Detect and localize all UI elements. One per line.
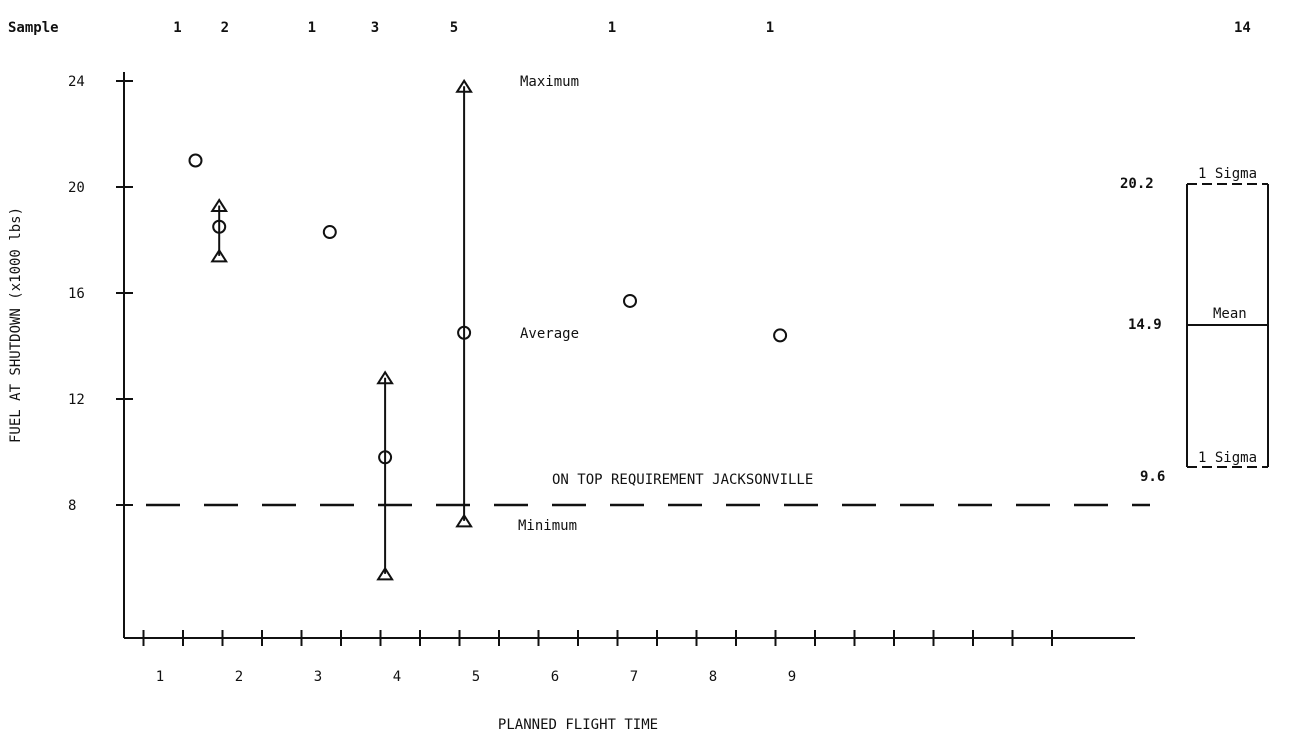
y-axis-title: FUEL AT SHUTDOWN (x1000 lbs) [8,207,24,443]
x-axis-title: PLANNED FLIGHT TIME [498,717,658,733]
y-tick-label: 8 [68,498,76,514]
x-tick-label: 5 [472,669,480,685]
x-tick-label: 6 [551,669,559,685]
y-tick-label: 20 [68,180,85,196]
sigma-lower-label: 1 Sigma [1198,450,1257,466]
annotation-minimum: Minimum [518,518,577,534]
sigma-lower-value: 9.6 [1140,469,1165,485]
sample-count: 1 [173,20,181,36]
sample-count: 5 [450,20,458,36]
sample-count: 1 [766,20,774,36]
y-tick-label: 12 [68,392,85,408]
average-marker [190,155,202,167]
average-marker [324,226,336,238]
annotation-maximum: Maximum [520,74,579,90]
sample-total: 14 [1234,20,1251,36]
reference-line-label: ON TOP REQUIREMENT JACKSONVILLE [552,472,813,488]
sample-count: 3 [371,20,379,36]
x-tick-label: 7 [630,669,638,685]
sigma-summary: 20.2 14.9 9.6 1 Sigma Mean 1 Sigma [1120,166,1268,485]
average-marker [624,295,636,307]
x-tick-label: 9 [788,669,796,685]
mean-value: 14.9 [1128,317,1162,333]
sample-count: 1 [608,20,616,36]
sample-count: 1 [308,20,316,36]
x-tick-label: 4 [393,669,401,685]
y-tick-label: 16 [68,286,85,302]
range-bars [219,86,464,574]
sample-counts: 1 2 1 3 5 1 1 [173,20,774,36]
sample-row: Sample 1 2 1 3 5 1 1 14 [8,20,1251,36]
sigma-upper-value: 20.2 [1120,176,1154,192]
sample-count: 2 [221,20,229,36]
average-marker [774,329,786,341]
mean-label: Mean [1213,306,1247,322]
x-tick-label: 3 [314,669,322,685]
y-tick-label: 24 [68,74,85,90]
annotation-average: Average [520,326,579,342]
x-tick-label: 2 [235,669,243,685]
sample-label: Sample [8,20,59,36]
sigma-upper-label: 1 Sigma [1198,166,1257,182]
x-tick-label: 8 [709,669,717,685]
x-tick-label: 1 [156,669,164,685]
